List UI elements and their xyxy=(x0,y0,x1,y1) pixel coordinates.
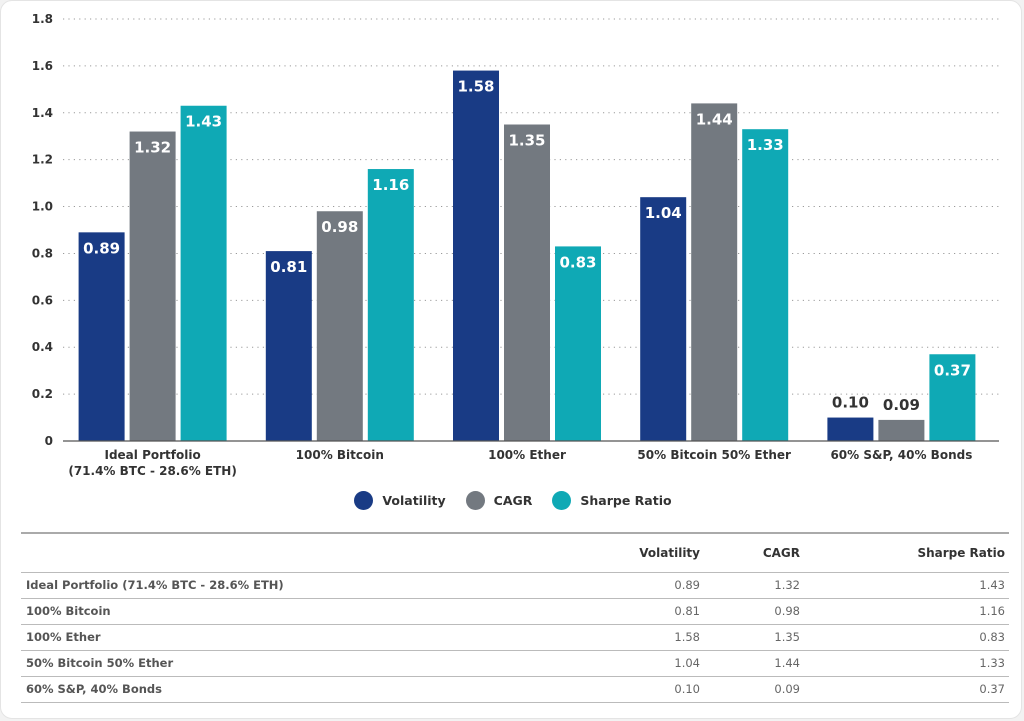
bar-cagr xyxy=(316,211,363,441)
bar-value-label: 1.32 xyxy=(134,139,171,157)
bar-value-label: 0.83 xyxy=(559,253,596,271)
bar-value-label: 0.09 xyxy=(883,396,920,414)
table-row: Ideal Portfolio (71.4% BTC - 28.6% ETH) … xyxy=(21,572,1009,599)
table-row: 50% Bitcoin 50% Ether 1.04 1.44 1.33 xyxy=(21,650,1009,677)
cell-volatility: 1.04 xyxy=(501,650,704,677)
bar-volatility xyxy=(827,417,874,441)
cell-sharpe-ratio: 1.43 xyxy=(804,572,1009,599)
legend-label: Sharpe Ratio xyxy=(580,493,672,508)
cell-cagr: 0.09 xyxy=(704,676,804,703)
bar-sharpe-ratio xyxy=(555,246,601,441)
bars xyxy=(78,70,976,442)
table-header-volatility: Volatility xyxy=(501,533,704,573)
row-label: 50% Bitcoin 50% Ether xyxy=(21,650,501,677)
legend-item-volatility[interactable]: Volatility xyxy=(354,491,446,510)
bar-value-label: 1.44 xyxy=(696,110,733,128)
row-label: 100% Bitcoin xyxy=(21,598,501,625)
bar-value-label: 0.10 xyxy=(832,394,869,412)
bar-value-label: 1.33 xyxy=(747,136,784,154)
table-header-sharpe-ratio: Sharpe Ratio xyxy=(804,533,1009,573)
y-tick-label: 1.6 xyxy=(32,59,53,73)
bar-value-label: 0.89 xyxy=(83,239,120,257)
bar-cagr xyxy=(691,103,738,442)
bar-value-label: 1.43 xyxy=(185,113,222,131)
cell-sharpe-ratio: 0.83 xyxy=(804,624,1009,651)
cell-sharpe-ratio: 0.37 xyxy=(804,676,1009,703)
y-tick-label: 0.6 xyxy=(32,293,53,307)
bar-value-labels: 0.89 1.32 1.43 0.81 0.98 1.16 1.58 1.35 0.83 1.04… xyxy=(83,78,971,414)
legend-swatch-sharpe-ratio-icon xyxy=(552,491,572,510)
y-axis-ticks: 0 0.2 0.4 0.6 0.8 1.0 1.2 1.4 1.6 1.8 xyxy=(32,12,53,448)
data-table-container: Volatility CAGR Sharpe Ratio Ideal Portf… xyxy=(21,532,1009,703)
cell-cagr: 1.35 xyxy=(704,624,804,651)
x-category-label: 100% Bitcoin xyxy=(296,448,384,462)
x-category-label: 100% Ether xyxy=(488,448,566,462)
y-tick-label: 0.2 xyxy=(32,387,53,401)
bar-value-label: 1.58 xyxy=(457,78,494,96)
bar-volatility xyxy=(640,197,687,441)
bar-cagr xyxy=(504,124,550,441)
legend-item-cagr[interactable]: CAGR xyxy=(465,491,533,510)
x-category-label: (71.4% BTC - 28.6% ETH) xyxy=(68,464,237,478)
cell-cagr: 1.32 xyxy=(704,572,804,599)
table-row: 100% Ether 1.58 1.35 0.83 xyxy=(21,624,1009,651)
table-row: 100% Bitcoin 0.81 0.98 1.16 xyxy=(21,598,1009,625)
bar-volatility xyxy=(265,251,312,441)
cell-volatility: 0.10 xyxy=(501,676,704,703)
bar-value-label: 0.98 xyxy=(321,218,358,236)
x-category-label: 50% Bitcoin 50% Ether xyxy=(637,448,791,462)
table-header-cagr: CAGR xyxy=(704,533,804,573)
cell-sharpe-ratio: 1.33 xyxy=(804,650,1009,677)
bar-sharpe-ratio xyxy=(929,354,976,441)
x-category-label: 60% S&P, 40% Bonds xyxy=(830,448,972,462)
x-category-label: Ideal Portfolio xyxy=(104,448,200,462)
y-tick-label: 0 xyxy=(45,434,53,448)
row-label: 60% S&P, 40% Bonds xyxy=(21,676,501,703)
bar-volatility xyxy=(78,232,125,441)
y-tick-label: 0.8 xyxy=(32,246,53,260)
legend-label: CAGR xyxy=(493,493,533,508)
cell-volatility: 0.89 xyxy=(501,572,704,599)
table-header-row: Volatility CAGR Sharpe Ratio xyxy=(21,533,1009,573)
chart-legend: Volatility CAGR Sharpe Ratio xyxy=(1,491,1024,510)
legend-swatch-volatility-icon xyxy=(354,491,374,510)
bar-sharpe-ratio xyxy=(367,169,414,442)
y-tick-label: 1.2 xyxy=(32,153,53,167)
row-label: 100% Ether xyxy=(21,624,501,651)
bar-sharpe-ratio xyxy=(742,129,789,441)
table-header-name xyxy=(21,533,501,573)
bar-value-label: 0.37 xyxy=(934,361,971,379)
legend-item-sharpe-ratio[interactable]: Sharpe Ratio xyxy=(552,491,672,510)
data-table: Volatility CAGR Sharpe Ratio Ideal Portf… xyxy=(21,532,1009,703)
bar-cagr xyxy=(129,131,176,442)
cell-volatility: 0.81 xyxy=(501,598,704,625)
cell-sharpe-ratio: 1.16 xyxy=(804,598,1009,625)
bar-value-label: 1.04 xyxy=(645,204,682,222)
cell-cagr: 0.98 xyxy=(704,598,804,625)
legend-label: Volatility xyxy=(382,493,446,508)
bar-chart: 0 0.2 0.4 0.6 0.8 1.0 1.2 1.4 1.6 1.8 0.89 1.32 1.4… xyxy=(32,12,999,478)
bar-value-label: 1.16 xyxy=(372,176,409,194)
cell-cagr: 1.44 xyxy=(704,650,804,677)
cell-volatility: 1.58 xyxy=(501,624,704,651)
bar-value-label: 1.35 xyxy=(508,132,545,150)
legend-swatch-cagr-icon xyxy=(465,491,485,510)
table-row: 60% S&P, 40% Bonds 0.10 0.09 0.37 xyxy=(21,676,1009,703)
bar-volatility xyxy=(453,70,499,442)
bar-cagr xyxy=(878,419,925,441)
y-tick-label: 1.8 xyxy=(32,12,53,26)
row-label: Ideal Portfolio (71.4% BTC - 28.6% ETH) xyxy=(21,572,501,599)
y-tick-label: 0.4 xyxy=(32,340,53,354)
bar-value-label: 0.81 xyxy=(270,258,307,276)
y-tick-label: 1.0 xyxy=(32,200,53,214)
x-axis-category-labels: Ideal Portfolio (71.4% BTC - 28.6% ETH) 10… xyxy=(68,448,972,478)
bar-sharpe-ratio xyxy=(180,105,227,441)
y-tick-label: 1.4 xyxy=(32,106,53,120)
